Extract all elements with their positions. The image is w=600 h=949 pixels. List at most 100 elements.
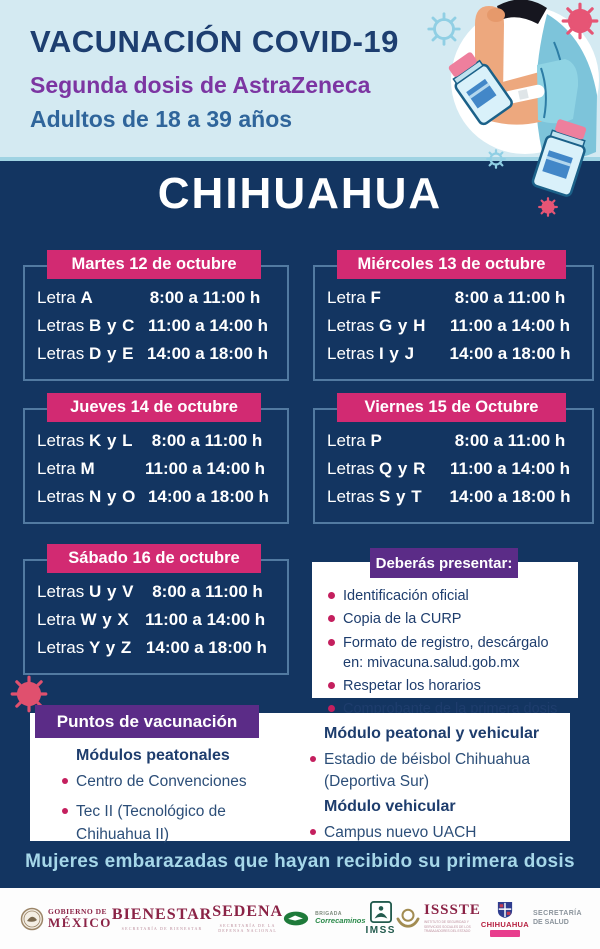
time-slot: 14:00 a 18:00 h <box>147 487 269 506</box>
time-slot: 14:00 a 18:00 h <box>147 344 268 363</box>
time-slot: 8:00 a 11:00 h <box>149 288 261 307</box>
letters-value: F <box>370 288 382 307</box>
time-slot: 8:00 a 11:00 h <box>454 288 566 307</box>
locations-left-heading: Módulos peatonales <box>76 747 230 764</box>
schedule-card-viernes: Viernes 15 de Octubre Letra P 8:00 a 11:… <box>313 393 594 524</box>
time-slot: 8:00 a 11:00 h <box>151 431 263 450</box>
schedule-card-martes: Martes 12 de octubre Letra A 8:00 a 11:0… <box>23 250 289 381</box>
letters-label: Letras <box>327 316 375 335</box>
letters-value: S y T <box>378 487 423 506</box>
letters-label: Letras <box>37 638 85 657</box>
location-item: Estadio de béisbol Chihuahua (Deportiva … <box>310 749 562 794</box>
issste-wordmark: ISSSTE <box>423 902 481 919</box>
requirements-list: Identificación oficial Copia de la CURP … <box>328 586 566 720</box>
gobierno-line2: MÉXICO <box>48 914 112 930</box>
vaccine-vial-icon <box>448 52 513 126</box>
virus-icon <box>427 12 461 46</box>
time-slot: 8:00 a 11:00 h <box>152 582 263 601</box>
bandage-icon <box>503 84 545 104</box>
requirements-header: Deberás presentar: <box>370 548 518 578</box>
locations-right-list-1: Estadio de béisbol Chihuahua (Deportiva … <box>310 749 562 794</box>
letters-value: K y L <box>88 431 134 450</box>
schedule-rows: Letra F 8:00 a 11:00 h Letras G y H 11:0… <box>315 267 592 368</box>
letters-label: Letras <box>327 487 375 506</box>
schedule-row: Letra A 8:00 a 11:00 h <box>37 284 281 312</box>
logo-bienestar: BIENESTAR SECRETARÍA DE BIENESTAR <box>112 906 212 931</box>
schedule-day-header: Martes 12 de octubre <box>47 250 261 279</box>
logo-issste: ISSSTE INSTITUTO DE SEGURIDAD Y SERVICIO… <box>396 903 481 933</box>
locations-right-list-2: Campus nuevo UACH <box>310 822 562 844</box>
brigada-line2: Correcaminos <box>315 916 366 926</box>
chihuahua-badge <box>489 929 520 937</box>
letters-label: Letras <box>37 431 85 450</box>
logo-chihuahua: CHIHUAHUA <box>481 901 529 937</box>
letters-label: Letras <box>327 344 375 363</box>
schedule-row: Letra F 8:00 a 11:00 h <box>327 284 586 312</box>
issste-subtext: INSTITUTO DE SEGURIDAD Y SERVICIOS SOCIA… <box>423 920 471 934</box>
schedule-row: Letra W y X 11:00 a 14:00 h <box>37 606 281 634</box>
salud-line2: DE SALUD <box>532 918 569 926</box>
header-divider-line <box>0 157 600 161</box>
schedule-day-header: Sábado 16 de octubre <box>47 544 261 573</box>
brigada-line1: BRIGADA <box>315 910 342 917</box>
schedule-day-header: Jueves 14 de octubre <box>47 393 261 422</box>
schedule-rows: Letra P 8:00 a 11:00 h Letras Q y R 11:0… <box>315 410 592 511</box>
time-slot: 14:00 a 18:00 h <box>145 638 267 657</box>
schedule-row: Letras Q y R 11:00 a 14:00 h <box>327 455 586 483</box>
letters-value: Y y Z <box>88 638 132 657</box>
header-text-block: VACUNACIÓN COVID-19 Segunda dosis de Ast… <box>30 24 399 133</box>
requirement-item: Respetar los horarios <box>328 676 566 696</box>
schedule-card-jueves: Jueves 14 de octubre Letras K y L 8:00 a… <box>23 393 289 524</box>
letters-value: W y X <box>80 610 130 629</box>
schedule-card-sabado: Sábado 16 de octubre Letras U y V 8:00 a… <box>23 544 289 675</box>
gobierno-line1: GOBIERNO DE <box>48 906 108 916</box>
logo-secretaria-de-salud: SECRETARÍA DE SALUD <box>533 910 582 928</box>
letters-value: G y H <box>378 316 426 335</box>
person-fist <box>487 8 505 22</box>
letters-label: Letras <box>37 316 85 335</box>
requirement-item: Identificación oficial <box>328 586 566 606</box>
logo-gobierno-de-mexico: GOBIERNO DE MÉXICO <box>20 907 112 931</box>
schedule-row: Letras G y H 11:00 a 14:00 h <box>327 312 586 340</box>
imss-emblem-icon <box>369 901 392 924</box>
time-slot: 11:00 a 14:00 h <box>147 316 268 335</box>
logo-sedena: SEDENA SECRETARÍA DE LA DEFENSA NACIONAL <box>212 904 283 934</box>
poster-subtitle: Segunda dosis de AstraZeneca <box>30 72 371 98</box>
letters-value: B y C <box>88 316 135 335</box>
requirements-box: Identificación oficial Copia de la CURP … <box>312 562 578 717</box>
logo-brigada-correcaminos: BRIGADA Correcaminos <box>283 910 366 927</box>
poster-title: VACUNACIÓN COVID-19 <box>30 24 399 59</box>
schedule-day-header: Viernes 15 de Octubre <box>337 393 566 422</box>
schedule-row: Letras N y O 14:00 a 18:00 h <box>37 483 281 511</box>
time-slot: 8:00 a 11:00 h <box>454 431 566 450</box>
letters-value: I y J <box>378 344 415 363</box>
schedule-day-header: Miércoles 13 de octubre <box>337 250 566 279</box>
location-item: Campus nuevo UACH <box>310 822 562 844</box>
letters-value: D y E <box>88 344 135 363</box>
letters-value: U y V <box>88 582 135 601</box>
vaccine-vial-icon <box>531 119 587 197</box>
schedule-card-miercoles: Miércoles 13 de octubre Letra F 8:00 a 1… <box>313 250 594 381</box>
letters-label: Letra <box>37 459 76 478</box>
state-title: CHIHUAHUA <box>157 169 443 218</box>
schedule-row: Letras I y J 14:00 a 18:00 h <box>327 340 586 368</box>
issste-hands-icon <box>396 909 420 929</box>
schedule-rows: Letras K y L 8:00 a 11:00 h Letra M 11:0… <box>25 410 287 511</box>
sedena-subtext: SECRETARÍA DE LA DEFENSA NACIONAL <box>218 923 278 933</box>
schedule-row: Letras K y L 8:00 a 11:00 h <box>37 427 281 455</box>
letters-value: P <box>370 431 383 450</box>
letters-value: N y O <box>88 487 136 506</box>
locations-right-column: Módulo peatonal y vehicular Estadio de b… <box>310 725 562 848</box>
letters-label: Letra <box>327 431 366 450</box>
location-item: Tec II (Tecnológico de Chihuahua II) <box>62 801 297 846</box>
pregnant-women-note: Mujeres embarazadas que hayan recibido s… <box>25 851 575 872</box>
schedule-row: Letras D y E 14:00 a 18:00 h <box>37 340 281 368</box>
letters-label: Letras <box>37 582 85 601</box>
roadrunner-icon <box>283 911 309 926</box>
schedule-rows: Letra A 8:00 a 11:00 h Letras B y C 11:0… <box>25 267 287 368</box>
letters-label: Letra <box>327 288 366 307</box>
letters-label: Letras <box>37 344 85 363</box>
letters-label: Letras <box>37 487 85 506</box>
chihuahua-wordmark: CHIHUAHUA <box>480 919 529 929</box>
